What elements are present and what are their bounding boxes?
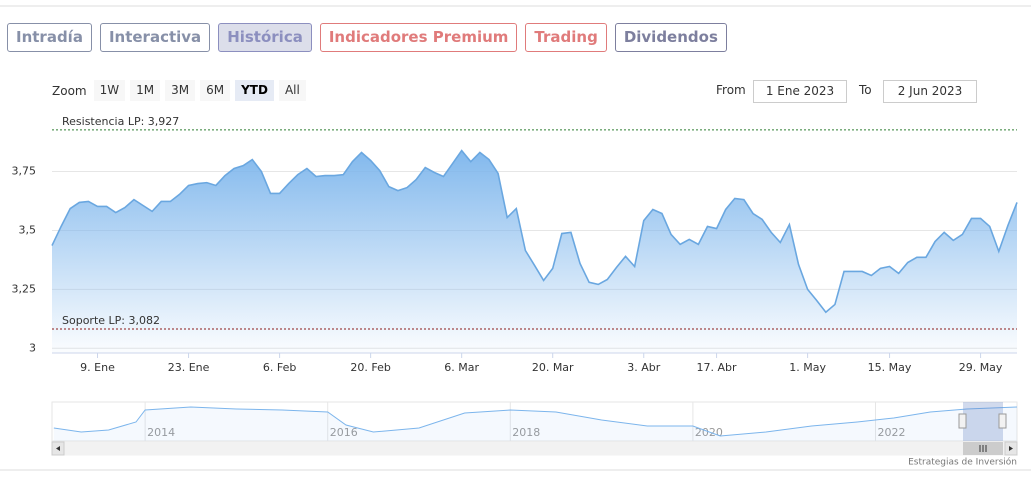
y-tick-label: 3,75 (12, 165, 37, 178)
scrollbar-arrow (1009, 446, 1013, 451)
x-tick-label: 3. Abr (627, 361, 660, 374)
tab[interactable]: Trading (525, 23, 607, 52)
zoom-button[interactable]: All (278, 80, 306, 101)
to-input[interactable]: 2 Jun 2023 (883, 80, 977, 103)
navigator-mask (963, 402, 1003, 441)
tab[interactable]: Intradía (7, 23, 92, 52)
navigator-handle (958, 413, 967, 429)
y-tick-label: 3 (29, 341, 36, 354)
zoom-button[interactable]: 1M (130, 80, 161, 101)
x-tick-label: 9. Ene (80, 361, 115, 374)
navigator-tick-label: 2018 (512, 426, 540, 439)
tab[interactable]: Indicadores Premium (319, 23, 518, 52)
tab[interactable]: Dividendos (614, 23, 727, 52)
navigator-tick-label: 2022 (877, 426, 905, 439)
plot-line-label: Soporte LP: 3,082 (62, 314, 160, 327)
x-tick-label: 1. May (789, 361, 826, 374)
y-tick-label: 3,5 (19, 223, 37, 236)
x-tick-label: 15. May (868, 361, 912, 374)
to-label: To (859, 83, 872, 97)
from-label: From (716, 83, 746, 97)
zoom-button[interactable]: 1W (93, 80, 126, 101)
navigator-tick-label: 2014 (147, 426, 175, 439)
scrollbar-arrow (56, 446, 60, 451)
navigator-area (53, 407, 1017, 441)
x-tick-label: 20. Mar (532, 361, 574, 374)
x-tick-label: 6. Mar (444, 361, 479, 374)
zoom-button[interactable]: 6M (200, 80, 231, 101)
navigator-frame (51, 401, 1018, 442)
scrollbar-grip (979, 445, 987, 452)
x-tick-label: 29. May (959, 361, 1003, 374)
x-tick-label: 17. Abr (697, 361, 737, 374)
navigator-handle (998, 413, 1007, 429)
zoom-bar: Zoom 1W 1M 3M 6M YTD All (52, 80, 306, 101)
from-input[interactable]: 1 Ene 2023 (753, 80, 847, 103)
plot-line-label: Resistencia LP: 3,927 (62, 115, 179, 128)
x-tick-label: 23. Ene (168, 361, 210, 374)
navigator-tick-label: 2016 (330, 426, 358, 439)
area-fill (52, 150, 1017, 353)
price-line (51, 149, 1018, 314)
zoom-button[interactable]: YTD (235, 80, 274, 101)
credits: Estrategias de Inversión (908, 457, 1017, 468)
zoom-button[interactable]: 3M (165, 80, 196, 101)
navigator-line (53, 406, 1018, 437)
scrollbar-track (51, 441, 1018, 456)
tab[interactable]: Interactiva (99, 23, 211, 52)
tabs: Intradía Interactiva Histórica Indicadores … (7, 23, 727, 52)
tab[interactable]: Histórica (218, 23, 312, 52)
y-tick-label: 3,25 (12, 282, 37, 295)
x-tick-label: 20. Feb (350, 361, 390, 374)
x-tick-label: 6. Feb (263, 361, 296, 374)
zoom-label: Zoom (52, 83, 87, 98)
